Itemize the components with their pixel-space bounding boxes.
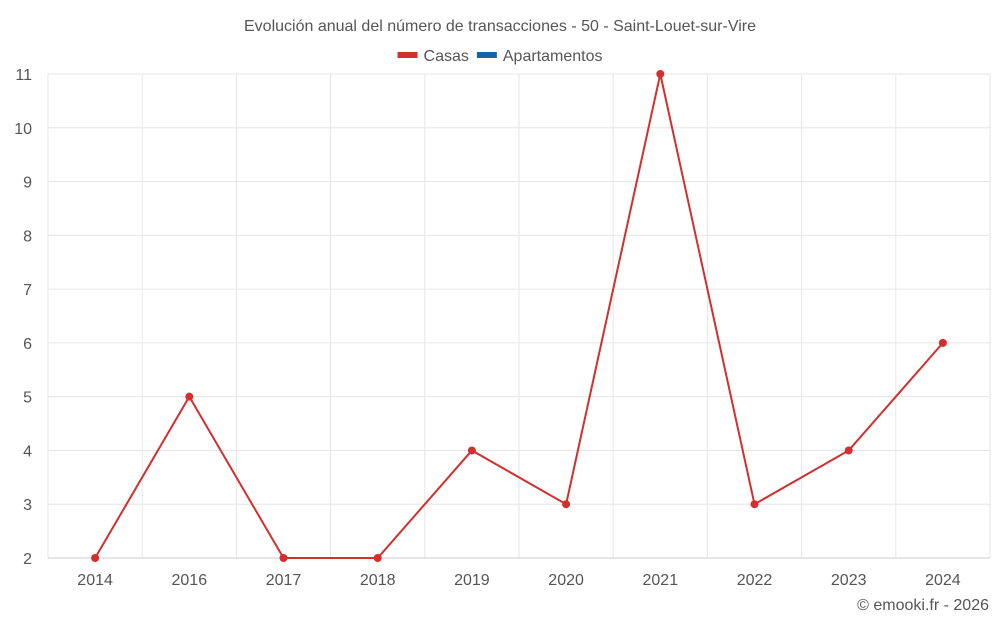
data-point[interactable] (279, 554, 288, 562)
x-tick-label: 2023 (831, 572, 867, 589)
legend-label: Casas (424, 48, 469, 65)
horizontal-gridlines (48, 73, 990, 505)
x-axis-ticks: 2014 2016 2017 2018 2019 2020 2021 2022 2023 2024 (77, 572, 960, 589)
x-tick-label: 2016 (172, 572, 208, 589)
legend-label: Apartamentos (503, 48, 603, 65)
chart-title: Evolución anual del número de transaccio… (244, 18, 756, 35)
x-tick-label: 2022 (737, 572, 773, 589)
y-tick-label: 7 (23, 282, 32, 299)
series-line-casas (94, 73, 944, 559)
x-tick-label: 2018 (360, 572, 396, 589)
vertical-gridlines (47, 74, 991, 558)
legend: Casas Apartamentos (397, 48, 603, 65)
data-point[interactable] (467, 446, 476, 455)
data-point[interactable] (750, 500, 759, 509)
y-tick-label: 8 (23, 228, 32, 245)
legend-swatch (476, 52, 497, 58)
y-tick-label: 9 (23, 175, 32, 192)
x-tick-label: 2021 (643, 572, 679, 589)
y-tick-label: 2 (23, 551, 32, 568)
data-point[interactable] (938, 338, 947, 347)
legend-swatch (397, 52, 418, 58)
y-tick-label: 5 (23, 390, 32, 407)
y-tick-label: 4 (23, 443, 32, 460)
x-tick-label: 2019 (454, 572, 490, 589)
x-tick-label: 2014 (77, 572, 113, 589)
data-point[interactable] (373, 554, 382, 562)
legend-item-casas[interactable]: Casas (397, 48, 469, 65)
credit-text: © emooki.fr - 2026 (857, 597, 989, 614)
data-point[interactable] (844, 446, 853, 455)
series-layer (91, 70, 947, 562)
data-point[interactable] (185, 392, 194, 401)
y-axis-ticks: 2 3 4 5 6 7 8 9 10 11 (14, 67, 32, 568)
legend-item-apartamentos[interactable]: Apartamentos (476, 48, 603, 65)
x-tick-label: 2020 (548, 572, 584, 589)
data-point[interactable] (656, 70, 665, 78)
x-tick-label: 2024 (925, 572, 961, 589)
y-tick-label: 10 (14, 121, 32, 138)
x-tick-label: 2017 (266, 572, 302, 589)
data-point[interactable] (562, 500, 571, 509)
y-tick-label: 6 (23, 336, 32, 353)
y-tick-label: 3 (23, 497, 32, 514)
data-point[interactable] (91, 554, 100, 562)
y-tick-label: 11 (15, 67, 32, 84)
